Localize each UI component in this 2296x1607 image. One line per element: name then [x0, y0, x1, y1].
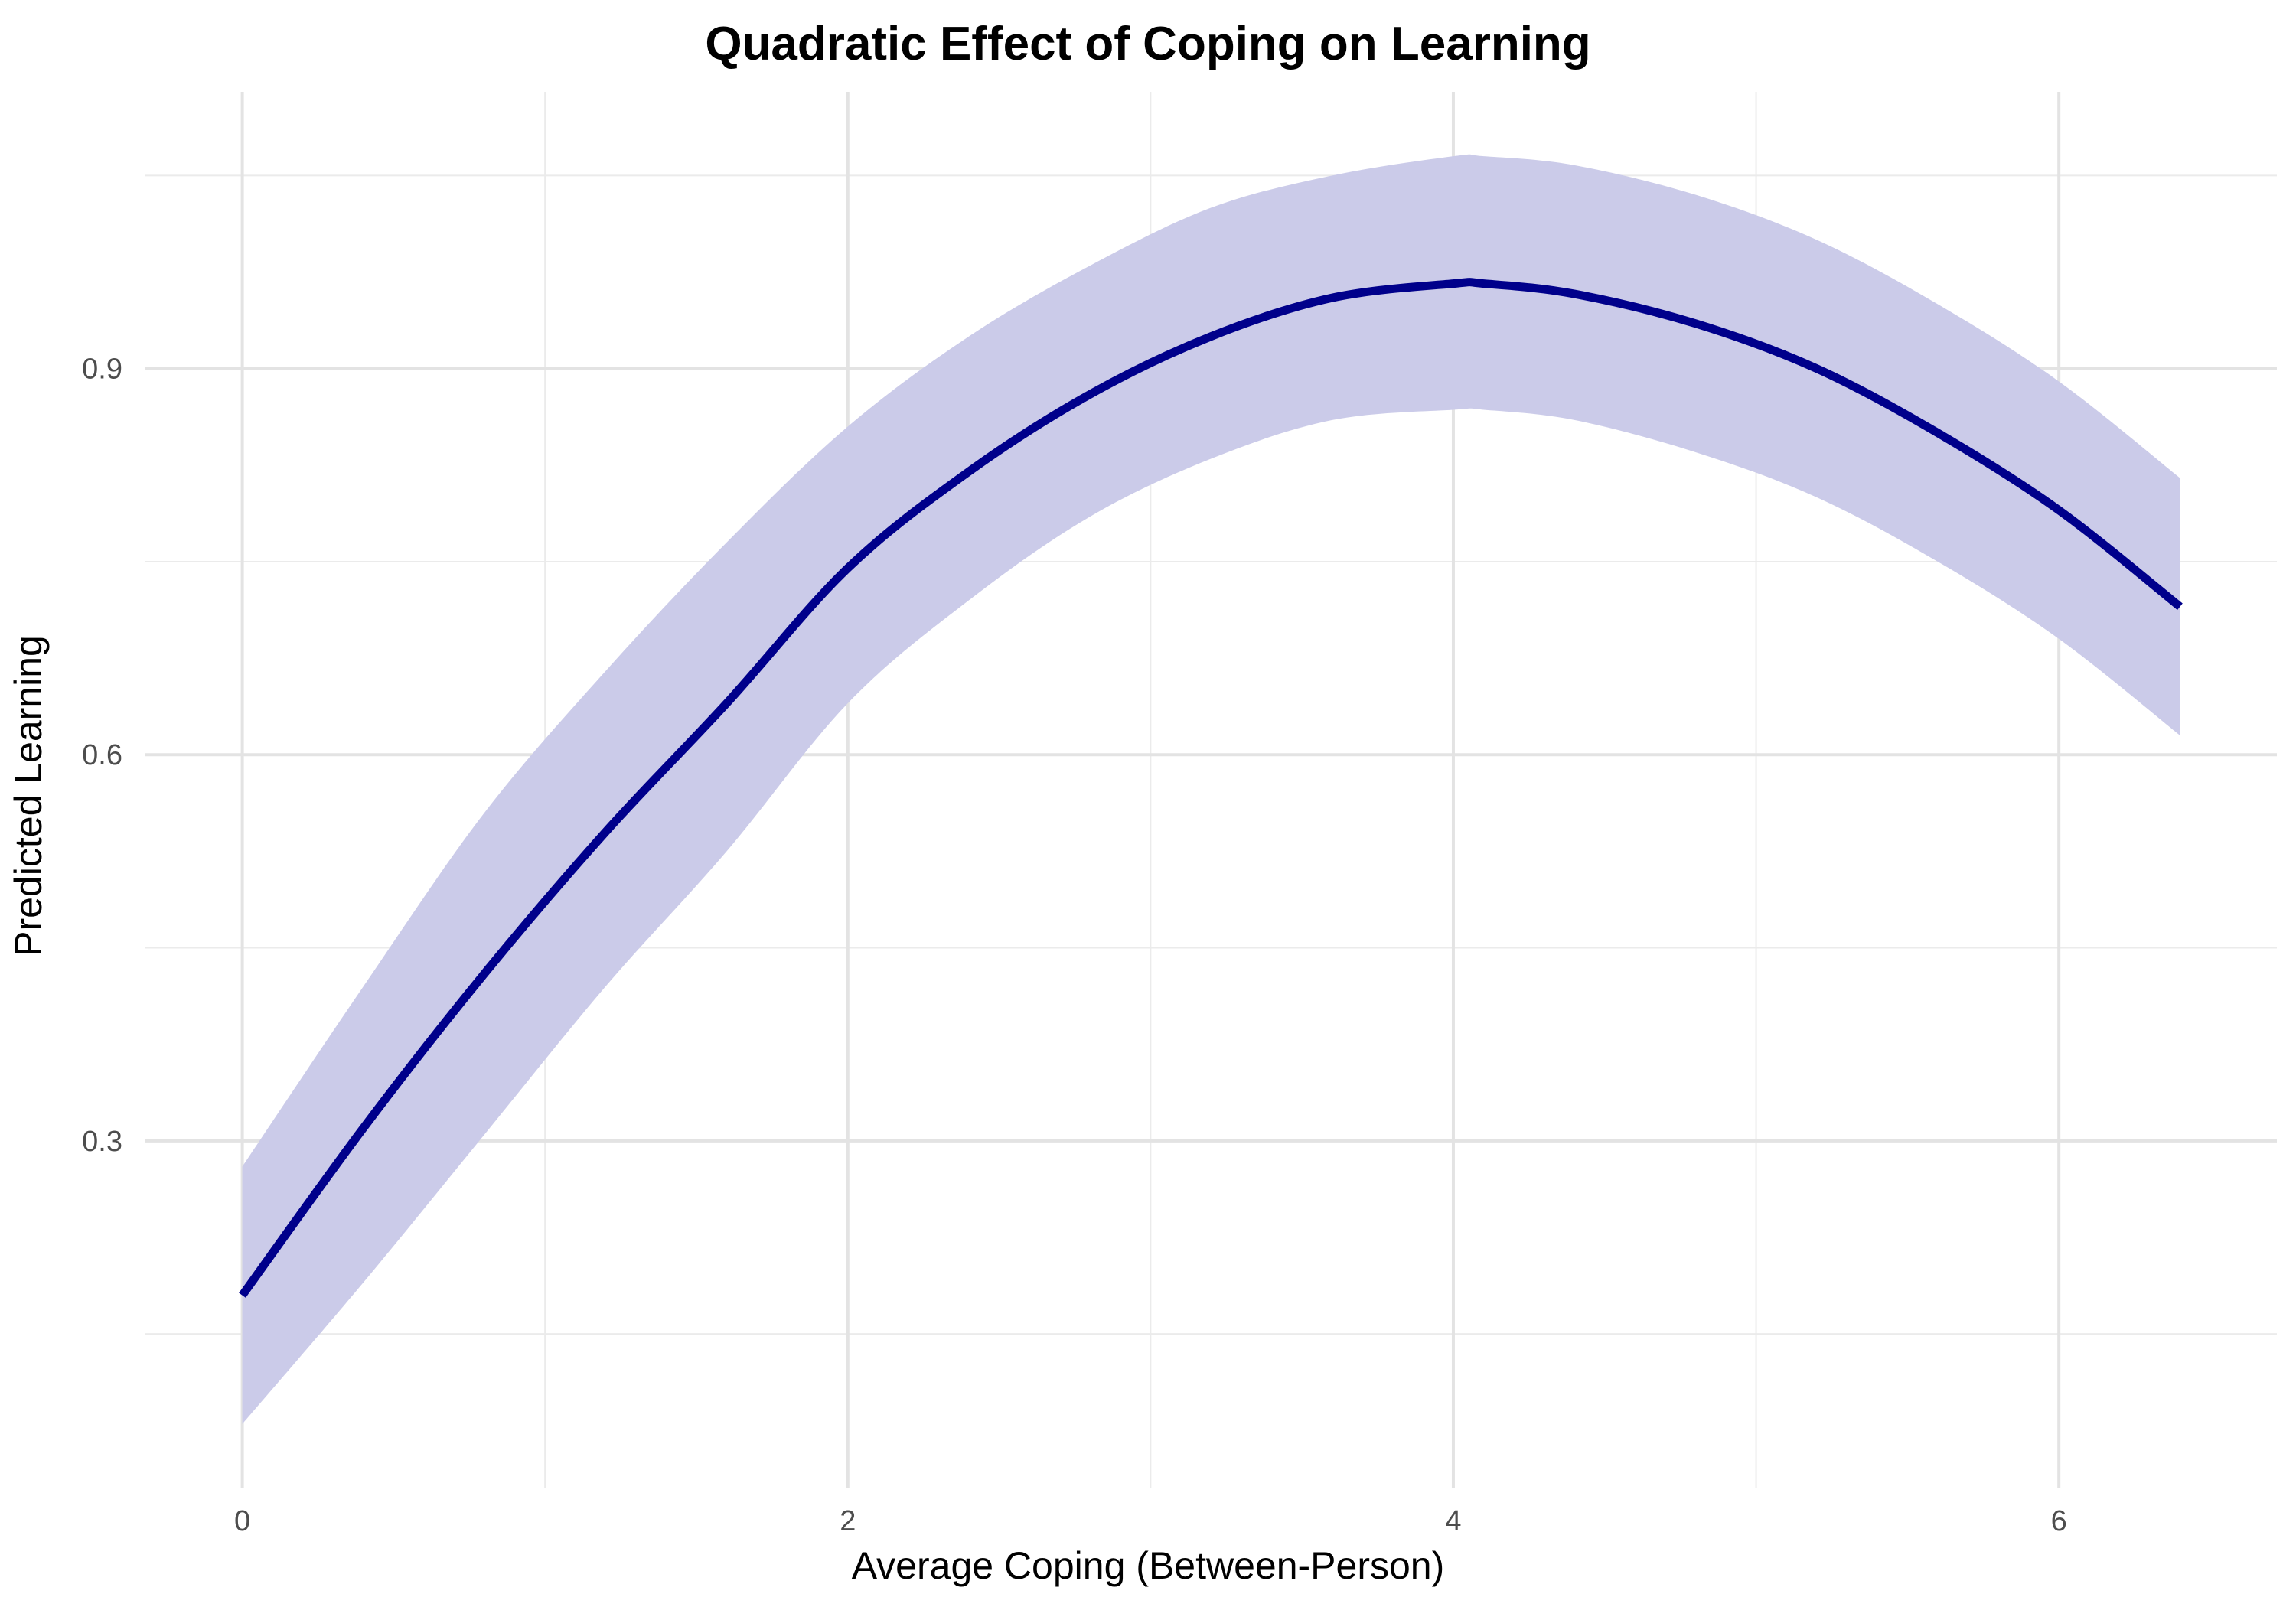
confidence-ribbon-layer — [242, 154, 2180, 1424]
y-tick-labels: 0.3 0.6 0.9 — [82, 354, 122, 1158]
prediction-line-layer — [239, 278, 2183, 1298]
x-tick-label: 0 — [234, 1505, 250, 1537]
y-tick-label: 0.3 — [82, 1126, 122, 1158]
x-tick-label: 2 — [840, 1505, 856, 1537]
chart-title: Quadratic Effect of Coping on Learning — [705, 18, 1590, 70]
x-axis-title: Average Coping (Between-Person) — [852, 1544, 1445, 1587]
confidence-ribbon — [242, 154, 2180, 1424]
prediction-line — [239, 278, 2183, 1298]
x-tick-label: 6 — [2051, 1505, 2067, 1537]
x-tick-label: 4 — [1445, 1505, 1461, 1537]
y-axis-title: Predicted Learning — [7, 635, 50, 957]
y-tick-label: 0.9 — [82, 354, 122, 386]
y-tick-label: 0.6 — [82, 739, 122, 771]
x-tick-labels: 0 2 4 6 — [234, 1505, 2067, 1537]
